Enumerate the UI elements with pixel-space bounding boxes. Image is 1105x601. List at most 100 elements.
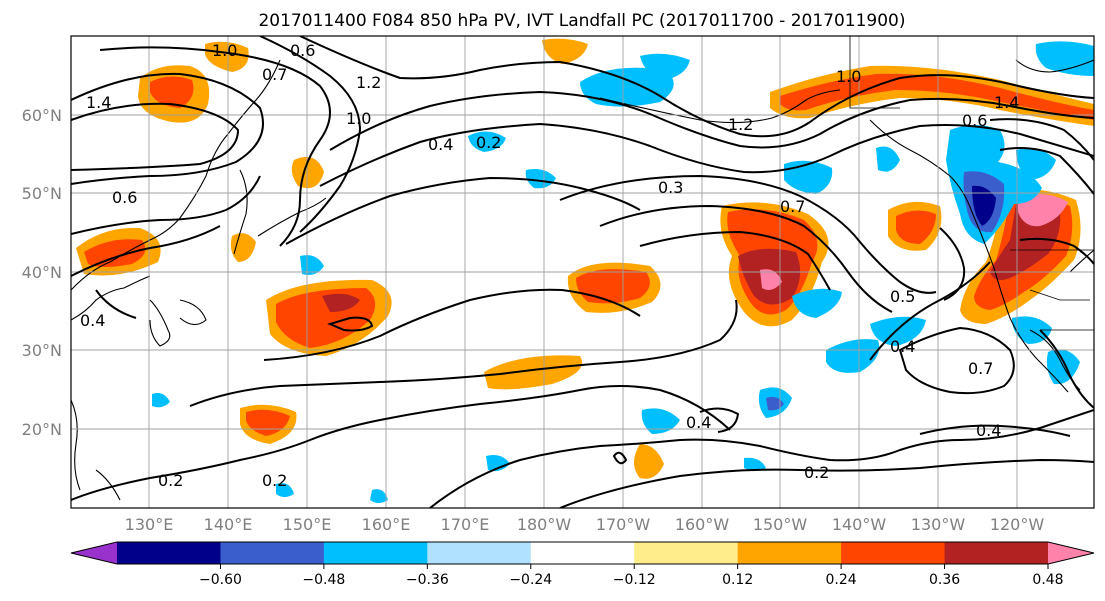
positive-pv-anomaly bbox=[205, 41, 249, 72]
lon-label: 170°E bbox=[441, 515, 490, 534]
ivt-contours bbox=[71, 36, 1094, 508]
positive-pv-anomaly bbox=[1018, 194, 1068, 227]
negative-pv-anomaly bbox=[1035, 41, 1094, 76]
colorbar-cell bbox=[634, 542, 739, 564]
lat-label: 40°N bbox=[22, 263, 62, 282]
negative-pv-anomaly bbox=[792, 288, 842, 318]
lat-label: 20°N bbox=[22, 420, 62, 439]
contour-label: 1.4 bbox=[994, 93, 1019, 112]
negative-pv-anomaly bbox=[486, 455, 510, 472]
colorbar: −0.60 −0.48 −0.36 −0.24 −0.12 0.12 0.24 0.36 0.4… bbox=[70, 541, 1095, 588]
colorbar-outline bbox=[70, 541, 1095, 565]
lon-label: 150°E bbox=[283, 515, 332, 534]
colorbar-tick-label: 0.36 bbox=[929, 572, 960, 588]
contour-label: 1.2 bbox=[356, 73, 381, 92]
lat-label: 30°N bbox=[22, 341, 62, 360]
negative-pv-anomaly bbox=[1016, 148, 1056, 180]
positive-pv-anomaly bbox=[484, 355, 583, 390]
negative-pv-anomaly bbox=[152, 393, 170, 408]
lon-label: 140°E bbox=[204, 515, 253, 534]
contour-label: 0.4 bbox=[976, 421, 1001, 440]
positive-pv-anomaly bbox=[84, 239, 146, 267]
negative-pv-anomaly bbox=[300, 255, 324, 275]
lon-label: 130°E bbox=[125, 515, 174, 534]
contour-label: 1.0 bbox=[836, 67, 861, 86]
colorbar-cell bbox=[427, 542, 532, 564]
lat-label: 50°N bbox=[22, 184, 62, 203]
contour-label: 0.2 bbox=[804, 463, 829, 482]
negative-pv-anomaly bbox=[468, 131, 506, 152]
negative-pv-anomaly bbox=[870, 316, 926, 346]
colorbar-tick-label: 0.24 bbox=[826, 572, 857, 588]
contour-label: 0.7 bbox=[968, 359, 993, 378]
lon-label: 130°W bbox=[911, 515, 966, 534]
colorbar-cell bbox=[944, 542, 1049, 564]
negative-pv-anomaly bbox=[784, 160, 833, 194]
contour-label: 0.2 bbox=[262, 471, 287, 490]
positive-pv-anomaly bbox=[291, 156, 324, 189]
contour-label: 0.6 bbox=[290, 41, 315, 60]
colorbar-tick-label: −0.12 bbox=[613, 572, 656, 588]
lon-label: 180°W bbox=[517, 515, 572, 534]
contour-label: 0.4 bbox=[428, 135, 453, 154]
contour-label: 0.6 bbox=[112, 188, 137, 207]
negative-pv-anomaly bbox=[640, 53, 690, 80]
colorbar-tick-label: 0.48 bbox=[1032, 572, 1063, 588]
map-title: 2017011400 F084 850 hPa PV, IVT Landfall… bbox=[258, 11, 905, 31]
lon-label: 160°E bbox=[362, 515, 411, 534]
contour-label: 0.4 bbox=[890, 337, 915, 356]
contour-label: 0.4 bbox=[686, 413, 711, 432]
contour-label: 0.2 bbox=[158, 471, 183, 490]
latitude-labels: 60°N 50°N 40°N 30°N 20°N bbox=[22, 106, 62, 439]
colorbar-cell bbox=[323, 542, 428, 564]
contour-label: 0.5 bbox=[890, 287, 915, 306]
contour-label: 0.7 bbox=[780, 197, 805, 216]
map-frame bbox=[70, 35, 1095, 509]
contour-label: 0.6 bbox=[962, 111, 987, 130]
colorbar-cell bbox=[530, 542, 635, 564]
lon-label: 150°W bbox=[753, 515, 808, 534]
positive-pv-anomaly bbox=[760, 269, 782, 290]
positive-pv-anomaly bbox=[780, 73, 1094, 120]
contour-label: 1.2 bbox=[728, 115, 753, 134]
negative-pv-anomaly bbox=[972, 185, 996, 226]
positive-pv-anomaly bbox=[322, 293, 360, 312]
contour-label: 1.0 bbox=[346, 109, 371, 128]
negative-pv-anomaly bbox=[766, 396, 784, 411]
negative-pv-anomaly bbox=[276, 483, 294, 497]
negative-pv-anomaly bbox=[370, 489, 388, 503]
contour-label: 1.4 bbox=[86, 93, 111, 112]
colorbar-cell bbox=[117, 542, 221, 564]
positive-pv-anomaly bbox=[150, 76, 194, 108]
negative-pv-anomaly bbox=[744, 457, 766, 471]
positive-pv-anomaly bbox=[634, 444, 664, 479]
contour-label: 1.0 bbox=[212, 41, 237, 60]
positive-pv-anomaly bbox=[896, 210, 936, 244]
map-panel: 1.0 0.6 0.7 1.2 1.0 1.4 0.6 0.4 0.2 0.3 … bbox=[70, 35, 1095, 509]
negative-pv-anomaly bbox=[580, 67, 674, 107]
lon-label: 170°W bbox=[596, 515, 651, 534]
colorbar-cell bbox=[220, 542, 325, 564]
lon-label: 120°W bbox=[990, 515, 1045, 534]
positive-pv-anomaly bbox=[576, 269, 650, 304]
colorbar-cell bbox=[737, 542, 842, 564]
colorbar-tick-label: −0.48 bbox=[302, 572, 345, 588]
longitude-labels: 130°E 140°E 150°E 160°E 170°E 180°W 170°… bbox=[125, 515, 1045, 534]
colorbar-max-extend bbox=[1048, 542, 1094, 564]
contour-label: 0.3 bbox=[658, 178, 683, 197]
colorbar-min-extend bbox=[71, 542, 117, 564]
negative-pv-anomaly bbox=[525, 169, 556, 189]
negative-pv-anomaly bbox=[826, 339, 880, 373]
contour-label: 0.7 bbox=[262, 65, 287, 84]
positive-pv-anomaly bbox=[542, 38, 588, 64]
colorbar-tick-label: −0.36 bbox=[406, 572, 449, 588]
positive-pv-anomaly bbox=[230, 233, 256, 262]
colorbar-tick-label: 0.12 bbox=[722, 572, 753, 588]
colorbar-tick-label: −0.24 bbox=[509, 572, 552, 588]
contour-labels: 1.0 0.6 0.7 1.2 1.0 1.4 0.6 0.4 0.2 0.3 … bbox=[80, 41, 1019, 490]
negative-pv-anomaly bbox=[641, 408, 680, 434]
colorbar-cell bbox=[841, 542, 946, 564]
contour-label: 0.2 bbox=[476, 133, 501, 152]
lat-label: 60°N bbox=[22, 106, 62, 125]
